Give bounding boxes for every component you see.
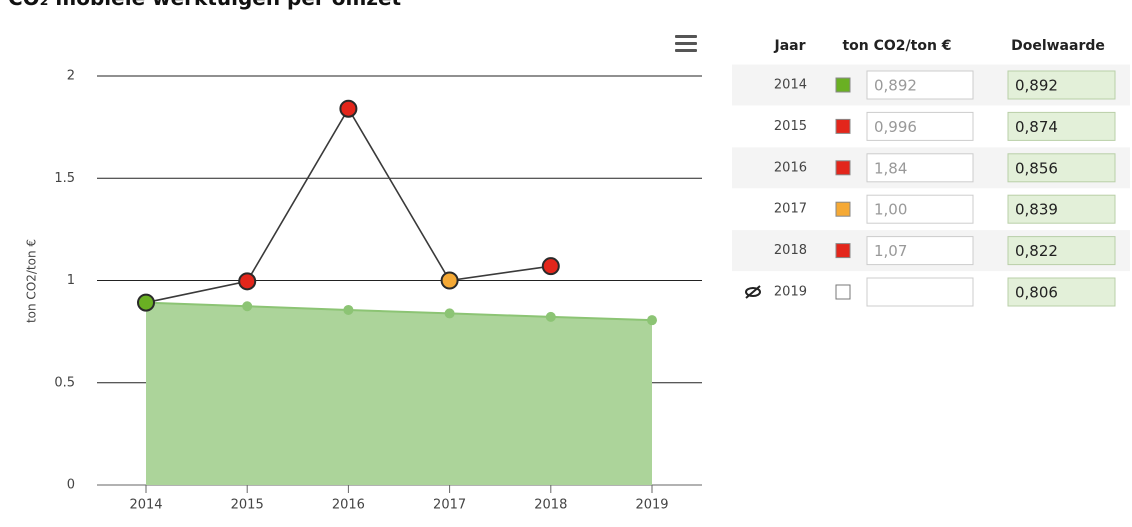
status-box — [835, 160, 851, 176]
hidden-icon[interactable] — [745, 287, 761, 297]
target-text: 0,822 — [1015, 242, 1058, 260]
actual-point — [440, 271, 459, 290]
value-input[interactable] — [866, 153, 974, 183]
status-box — [835, 77, 851, 93]
actual-line — [145, 107, 551, 304]
value-text: 0,892 — [874, 77, 917, 95]
target-text: 0,806 — [1015, 284, 1058, 302]
value-text: 1,00 — [874, 201, 907, 219]
menu-bar — [675, 42, 697, 45]
year-cell: 2015 — [774, 119, 807, 134]
x-tick-label: 2018 — [534, 498, 567, 513]
value-input[interactable] — [866, 194, 974, 224]
actual-point — [137, 293, 155, 312]
y-tick-label: 0 — [67, 478, 75, 493]
status-box — [835, 118, 851, 134]
target-area — [146, 302, 652, 485]
table-header: Doelwaarde — [1011, 38, 1105, 54]
target-point — [647, 315, 657, 326]
target-box — [1007, 111, 1116, 141]
actual-point — [339, 99, 358, 118]
page-title: CO₂ mobiele werktuigen per omzet — [8, 0, 402, 10]
target-box — [1007, 70, 1116, 100]
x-tick-label: 2019 — [635, 498, 668, 513]
value-input[interactable] — [866, 70, 974, 100]
target-point — [444, 308, 455, 319]
table-header: ton CO2/ton € — [842, 38, 951, 54]
x-tick-label: 2016 — [332, 498, 365, 513]
target-box — [1007, 153, 1116, 183]
target-text: 0,856 — [1015, 159, 1058, 177]
x-tick-label: 2017 — [433, 498, 466, 513]
value-text: 1,84 — [874, 159, 907, 177]
year-cell: 2016 — [774, 160, 807, 175]
target-line — [145, 301, 653, 322]
year-cell: 2017 — [774, 202, 807, 217]
target-text: 0,839 — [1015, 201, 1058, 219]
x-tick-label: 2014 — [129, 498, 162, 513]
menu-bar — [675, 49, 697, 52]
status-box — [835, 284, 851, 300]
target-point — [343, 304, 354, 315]
status-box — [835, 201, 851, 217]
status-box — [835, 243, 851, 259]
actual-point — [238, 272, 257, 291]
y-tick-label: 0.5 — [54, 375, 75, 390]
y-tick-label: 1.5 — [54, 171, 75, 186]
year-cell: 2019 — [774, 285, 807, 300]
target-point — [545, 311, 556, 322]
target-box — [1007, 236, 1116, 266]
target-box — [1007, 194, 1116, 224]
value-input[interactable] — [866, 111, 974, 141]
target-point — [242, 301, 253, 312]
actual-point — [541, 257, 560, 276]
y-tick-label: 1 — [67, 273, 75, 288]
menu-icon[interactable] — [675, 35, 697, 52]
y-tick-label: 2 — [67, 69, 75, 84]
value-text: 1,07 — [874, 242, 907, 260]
value-input[interactable] — [866, 236, 974, 266]
menu-bar — [675, 35, 697, 38]
year-cell: 2018 — [774, 243, 807, 258]
target-text: 0,874 — [1015, 118, 1058, 136]
hidden-icon-slash — [745, 285, 761, 299]
value-input[interactable] — [866, 277, 974, 307]
target-text: 0,892 — [1015, 77, 1058, 95]
year-cell: 2014 — [774, 78, 807, 93]
table-header: Jaar — [773, 38, 805, 54]
target-box — [1007, 277, 1116, 307]
y-axis-label: ton CO2/ton € — [25, 239, 39, 323]
value-text: 0,996 — [874, 118, 917, 136]
x-tick-label: 2015 — [231, 498, 264, 513]
